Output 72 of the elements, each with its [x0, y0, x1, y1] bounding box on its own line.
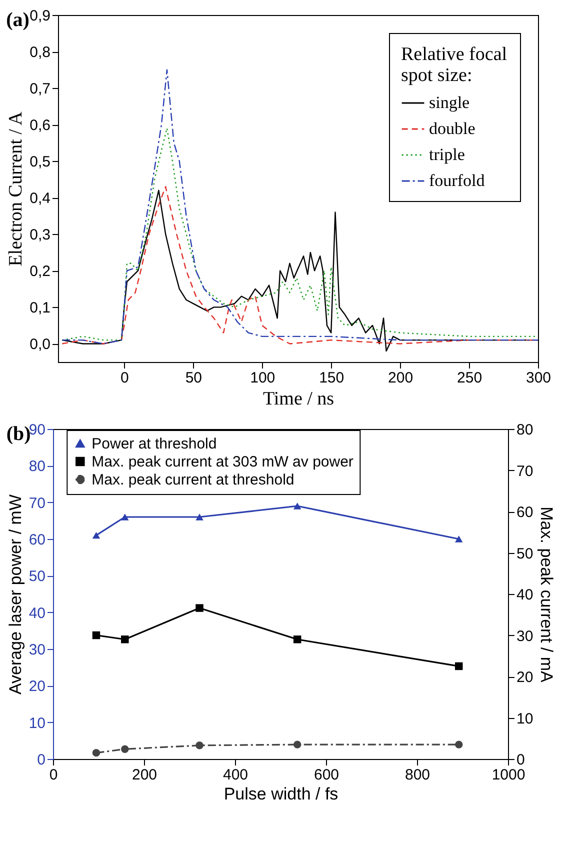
point: [92, 748, 100, 757]
legend-label: single: [429, 93, 470, 112]
point: [454, 536, 463, 542]
point: [293, 740, 302, 748]
x-tick-label: 200: [132, 766, 158, 784]
y-tick-label: 40: [28, 604, 46, 622]
y-tick-label: 0,0: [30, 336, 50, 354]
y2-tick-label: 80: [516, 422, 534, 438]
point: [121, 745, 129, 753]
x-tick-label: 200: [388, 370, 414, 386]
y2-tick-label: 50: [516, 545, 534, 562]
point: [196, 742, 204, 750]
legend-label: fourfold: [429, 171, 486, 190]
legend-label: double: [429, 119, 476, 138]
legend-label: triple: [429, 145, 465, 164]
point: [92, 631, 100, 640]
x-tick-label: 100: [250, 370, 276, 386]
y-tick-label: 80: [28, 458, 46, 476]
legend-label: Max. peak current at 303 mW av power: [92, 454, 354, 470]
y-tick-label: 0,6: [30, 117, 50, 134]
y2-tick-label: 40: [516, 586, 534, 604]
y-tick-label: 50: [28, 568, 46, 586]
point: [293, 636, 302, 644]
legend-title: Relative focal spot size:: [401, 44, 508, 86]
y-tick-label: 30: [28, 642, 46, 658]
y-tick-label: 0,9: [30, 8, 50, 24]
y2-tick-label: 20: [516, 669, 534, 686]
y2-tick-label: 70: [516, 462, 534, 480]
x-tick-label: 300: [526, 370, 552, 386]
point: [293, 502, 302, 510]
y-tick-label: 0,7: [30, 80, 50, 98]
point: [196, 604, 204, 612]
chart-title: (b): [6, 423, 31, 445]
y-axis-title: Electron Current / A: [6, 111, 27, 266]
y-tick-label: 0,4: [30, 190, 50, 208]
x-tick-label: 1000: [492, 766, 526, 784]
legend-label: Max. peak current at threshold: [92, 472, 294, 488]
point: [454, 740, 463, 748]
x-tick-label: 0: [120, 370, 129, 386]
y2-tick-label: 30: [516, 628, 534, 645]
x-tick-label: 150: [319, 370, 344, 386]
x-tick-label: 600: [314, 766, 340, 784]
y2-axis-title: Max. peak current / mA: [537, 506, 556, 684]
y-tick-label: 0,8: [30, 44, 50, 62]
y-tick-label: 0: [37, 752, 46, 768]
y-tick-label: 20: [28, 678, 46, 696]
y-tick-label: 70: [28, 494, 46, 512]
y-tick-label: 60: [28, 532, 46, 548]
y-tick-label: 0,2: [30, 263, 50, 280]
line-series: [62, 69, 538, 344]
y-tick-label: 0,5: [30, 154, 50, 171]
chart-title: (a): [6, 9, 30, 31]
y-tick-label: 90: [28, 422, 46, 438]
y-tick-label: 0,1: [30, 300, 50, 317]
x-tick-label: 250: [457, 370, 482, 386]
y2-tick-label: 10: [516, 710, 534, 728]
y-axis-title: Average laser power / mW: [6, 494, 25, 694]
point: [196, 514, 204, 520]
x-tick-label: 400: [222, 766, 248, 784]
x-tick-label: 50: [185, 370, 202, 386]
point: [121, 514, 129, 520]
point: [121, 636, 129, 644]
y-tick-label: 10: [28, 714, 46, 732]
y2-tick-label: 60: [516, 504, 534, 521]
x-axis-title: Time / ns: [262, 388, 334, 410]
legend-label: Power at threshold: [92, 436, 217, 452]
x-axis-title: Pulse width / fs: [224, 784, 338, 804]
y-tick-label: 0,3: [30, 226, 50, 244]
point: [454, 662, 463, 670]
y2-tick-label: 0: [516, 752, 525, 768]
point: [92, 532, 100, 539]
x-tick-label: 800: [404, 766, 430, 784]
